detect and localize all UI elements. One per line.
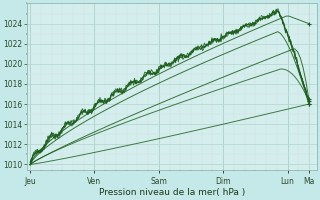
X-axis label: Pression niveau de la mer( hPa ): Pression niveau de la mer( hPa ) bbox=[99, 188, 245, 197]
